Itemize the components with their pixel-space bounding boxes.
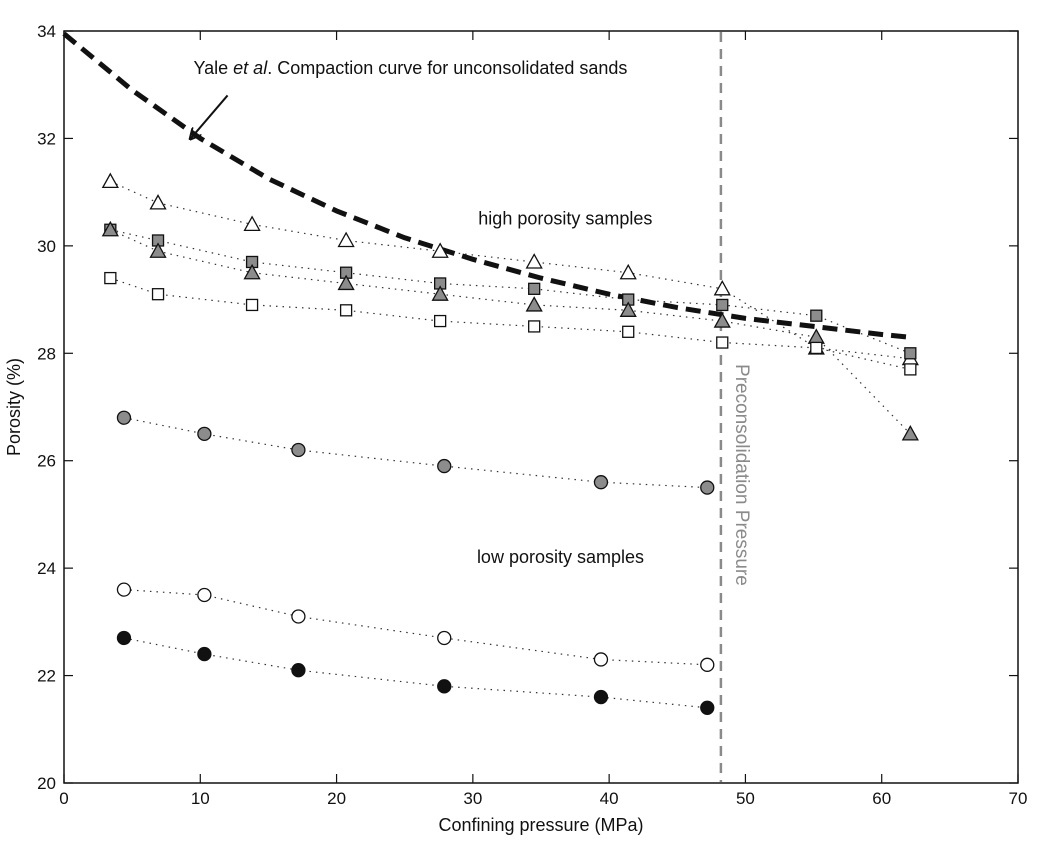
data-point-circle bbox=[291, 609, 306, 624]
data-point-circle bbox=[291, 663, 306, 678]
series-guide-lines bbox=[110, 180, 911, 709]
data-point-square bbox=[528, 282, 541, 295]
x-tick-label: 10 bbox=[191, 789, 210, 808]
y-tick-label: 20 bbox=[37, 774, 56, 793]
y-tick-label: 34 bbox=[37, 22, 56, 41]
data-point-square bbox=[104, 271, 117, 285]
data-point-triangle bbox=[713, 312, 731, 328]
data-point-circle bbox=[700, 480, 715, 495]
y-tick-label: 30 bbox=[37, 237, 56, 256]
data-point-circle bbox=[116, 582, 132, 597]
x-tick-label: 30 bbox=[463, 789, 482, 808]
data-point-triangle bbox=[619, 301, 637, 317]
preconsolidation-label: Preconsolidation Pressure bbox=[731, 364, 752, 586]
data-point-triangle bbox=[243, 215, 261, 232]
y-tick-label: 22 bbox=[37, 667, 56, 686]
data-point-circle bbox=[197, 587, 212, 603]
y-tick-label: 26 bbox=[37, 452, 56, 471]
data-point-triangle bbox=[619, 263, 637, 280]
y-tick-label: 32 bbox=[37, 129, 56, 148]
data-point-triangle bbox=[149, 194, 167, 210]
compaction-label-post: . Compaction curve for unconsolidated sa… bbox=[267, 58, 627, 78]
data-point-circle bbox=[700, 657, 715, 672]
data-point-square bbox=[245, 298, 259, 312]
data-markers bbox=[101, 172, 919, 715]
x-axis-title: Confining pressure (MPa) bbox=[438, 815, 643, 835]
data-point-triangle bbox=[149, 242, 167, 258]
y-axis-ticks: 20 22 24 26 28 30 32 34 bbox=[37, 22, 1018, 793]
x-tick-label: 70 bbox=[1009, 789, 1028, 808]
y-axis-title: Porosity (%) bbox=[4, 358, 24, 456]
compaction-curve-label: Yale et al. Compaction curve for unconso… bbox=[193, 58, 627, 78]
data-point-square bbox=[716, 336, 729, 349]
data-point-square bbox=[810, 309, 823, 322]
data-point-circle bbox=[437, 679, 452, 694]
data-point-triangle bbox=[525, 296, 543, 312]
x-tick-label: 50 bbox=[736, 789, 755, 808]
x-tick-label: 60 bbox=[872, 789, 891, 808]
data-point-triangle bbox=[101, 220, 119, 237]
data-point-circle bbox=[700, 700, 715, 715]
x-tick-label: 0 bbox=[59, 789, 68, 808]
data-point-square bbox=[716, 298, 729, 312]
data-point-circle bbox=[197, 646, 212, 662]
compaction-label-em: et al bbox=[233, 58, 268, 78]
data-point-square bbox=[151, 288, 165, 301]
data-point-square bbox=[622, 325, 635, 338]
data-point-circle bbox=[116, 630, 132, 646]
compaction-label-pre: Yale bbox=[193, 58, 233, 78]
series-guide-line bbox=[110, 277, 911, 370]
x-tick-label: 40 bbox=[600, 789, 619, 808]
data-point-circle bbox=[593, 652, 609, 667]
data-point-triangle bbox=[337, 274, 355, 291]
low-porosity-label: low porosity samples bbox=[477, 547, 644, 567]
data-point-triangle bbox=[431, 285, 449, 301]
data-point-square bbox=[904, 347, 917, 360]
plot-frame bbox=[63, 30, 1019, 784]
x-tick-label: 20 bbox=[327, 789, 346, 808]
data-point-square bbox=[339, 304, 353, 317]
compaction-arrow bbox=[191, 94, 229, 138]
data-point-triangle bbox=[101, 172, 119, 189]
data-point-triangle bbox=[713, 279, 731, 296]
data-point-triangle bbox=[337, 231, 355, 248]
data-point-square bbox=[433, 314, 447, 328]
data-point-triangle bbox=[243, 263, 261, 280]
y-tick-label: 28 bbox=[37, 344, 56, 363]
data-point-circle bbox=[116, 410, 132, 425]
data-point-circle bbox=[593, 475, 609, 490]
y-tick-label: 24 bbox=[37, 559, 56, 578]
data-point-circle bbox=[437, 458, 452, 474]
data-point-circle bbox=[197, 426, 212, 442]
high-porosity-label: high porosity samples bbox=[478, 208, 652, 228]
data-point-circle bbox=[291, 442, 306, 458]
data-point-triangle bbox=[431, 242, 449, 258]
compaction-curve bbox=[62, 31, 910, 340]
data-point-circle bbox=[437, 630, 452, 646]
data-point-square bbox=[810, 341, 823, 355]
data-point-circle bbox=[593, 689, 609, 705]
data-point-triangle bbox=[525, 253, 543, 269]
data-point-triangle bbox=[901, 425, 919, 441]
x-axis-ticks: 0 10 20 30 40 50 60 70 bbox=[59, 31, 1027, 808]
data-point-square bbox=[904, 363, 917, 376]
data-point-square bbox=[528, 320, 541, 333]
